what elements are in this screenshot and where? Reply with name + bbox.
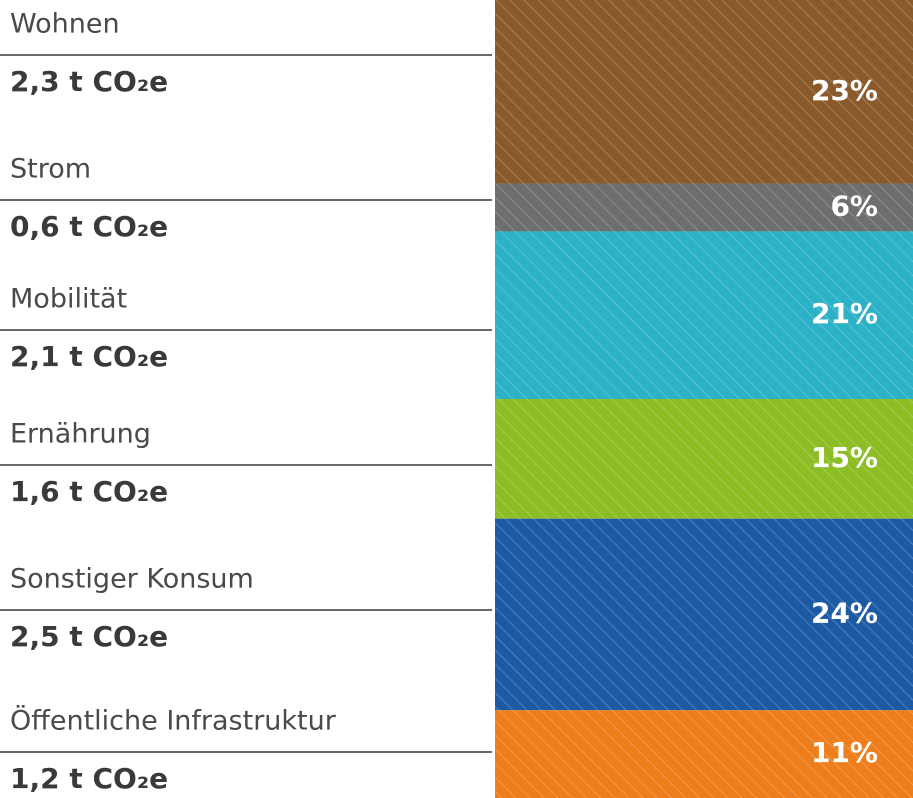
category-label: Strom [10,154,91,185]
value-label: 6% [830,189,878,222]
amount-label: 2,1 t CO₂e [10,340,168,373]
category-label: Sonstiger Konsum [10,564,254,595]
amount-label: 1,6 t CO₂e [10,475,168,508]
value-label: 24% [811,596,878,629]
category-label: Ernährung [10,419,151,450]
category-label: Wohnen [10,9,120,40]
value-label: 15% [811,441,878,474]
hatch [495,518,913,711]
amount-label: 2,5 t CO₂e [10,620,168,653]
hatch [495,0,913,184]
value-label: 11% [811,736,878,769]
hatch [495,399,913,519]
category-label: Öffentliche Infrastruktur [10,705,337,737]
amount-label: 0,6 t CO₂e [10,210,168,243]
amount-label: 2,3 t CO₂e [10,65,168,98]
hatch [495,231,913,399]
value-label: 21% [811,297,878,330]
amount-label: 1,2 t CO₂e [10,762,168,795]
category-label: Mobilität [10,284,127,315]
hatch [495,710,913,798]
value-label: 23% [811,74,878,107]
hatch [495,183,913,232]
